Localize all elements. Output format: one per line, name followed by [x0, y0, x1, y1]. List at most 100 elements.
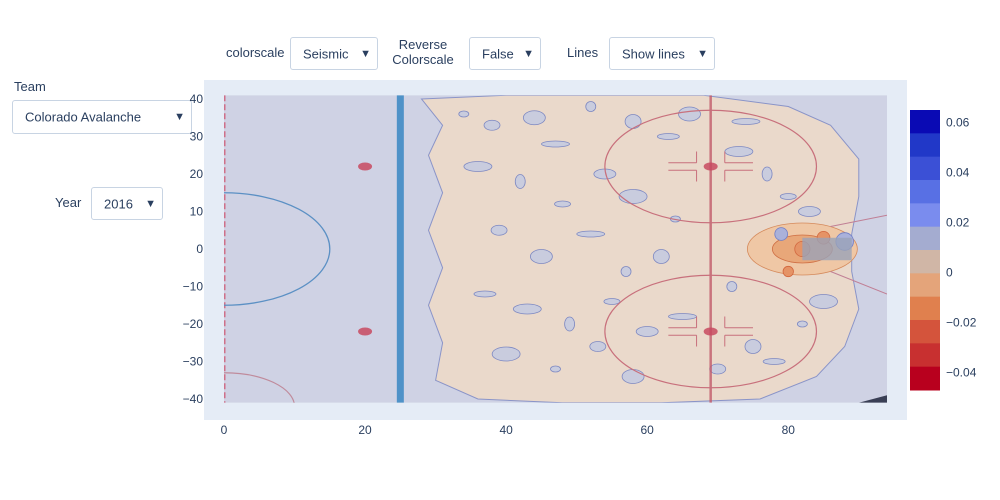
reverse-label-line2: Colorscale	[392, 52, 454, 67]
colorbar-segment	[910, 343, 940, 368]
lines-dropdown[interactable]: Show lines ▼	[609, 37, 715, 70]
y-tick-label: 20	[190, 167, 204, 181]
faceoff-dot	[358, 327, 373, 336]
lines-value: Show lines	[622, 46, 685, 61]
contour-pocket	[512, 303, 542, 315]
contour-pocket	[798, 206, 821, 217]
faceoff-circle	[604, 274, 818, 389]
colorbar-segment	[910, 250, 940, 274]
blue-line	[396, 95, 404, 403]
faceoff-dot	[703, 327, 718, 336]
contour-pocket	[731, 118, 761, 125]
hotspot-contour	[774, 227, 789, 241]
colorbar-tick-label: 0.02	[946, 216, 970, 230]
contour-pocket	[809, 294, 838, 309]
year-value: 2016	[104, 196, 133, 211]
contour-pocket	[550, 365, 561, 373]
contour-pocket	[621, 369, 645, 384]
colorbar-tick-label: −0.02	[946, 316, 977, 330]
contour-pocket	[618, 189, 648, 204]
goal-crease	[802, 237, 852, 261]
x-tick-label: 80	[782, 423, 796, 437]
faceoff-dot	[358, 162, 373, 171]
contour-pocket	[490, 224, 508, 236]
contour-pocket	[726, 281, 738, 292]
faceoff-circle	[604, 109, 818, 224]
y-tick-label: 0	[196, 242, 203, 256]
colorbar-segment	[910, 133, 940, 158]
corner-mark	[858, 395, 887, 403]
x-tick-label: 40	[499, 423, 513, 437]
contour-pocket	[514, 174, 526, 189]
colorscale-dropdown[interactable]: Seismic ▼	[290, 37, 378, 70]
contour-pocket	[620, 266, 632, 277]
contour-pocket	[589, 341, 607, 352]
contour-pocket	[779, 193, 797, 200]
team-dropdown[interactable]: Colorado Avalanche ▼	[12, 100, 192, 134]
colorbar-tick-label: 0.04	[946, 166, 970, 180]
x-tick-label: 20	[358, 423, 372, 437]
contour-pocket	[761, 166, 773, 182]
contour-pocket	[458, 110, 470, 118]
colorbar-segment	[910, 226, 940, 251]
y-tick-label: −20	[183, 317, 204, 331]
year-label: Year	[55, 195, 82, 210]
x-tick-label: 60	[641, 423, 655, 437]
chevron-down-icon: ▼	[360, 47, 371, 60]
density-region	[420, 95, 860, 403]
colorscale-value: Seismic	[303, 46, 349, 61]
contour-pocket	[576, 230, 606, 238]
boards-line	[830, 271, 887, 295]
y-tick-label: 40	[190, 92, 204, 106]
reverse-label-line1: Reverse	[398, 37, 448, 52]
colorbar-segment	[910, 203, 940, 228]
reverse-colorscale-label: Reverse Colorscale	[388, 37, 458, 67]
lines-label: Lines	[567, 45, 599, 60]
y-tick-label: −30	[183, 355, 204, 369]
colorbar-segment	[910, 180, 940, 204]
colorbar-segment	[910, 366, 940, 391]
contour-pocket	[744, 339, 762, 354]
chevron-down-icon: ▼	[174, 111, 185, 123]
y-tick-label: −10	[183, 280, 204, 294]
contour-pocket	[529, 249, 553, 264]
year-dropdown[interactable]: 2016 ▼	[91, 187, 163, 220]
plot-area	[224, 95, 887, 403]
colorbar-segment	[910, 296, 940, 321]
contour-pocket	[762, 358, 786, 365]
contour-pocket	[491, 346, 521, 362]
contour-pocket	[473, 290, 497, 298]
colorbar-segment	[910, 110, 940, 134]
colorbar-tick-label: 0.06	[946, 116, 970, 130]
contour-pocket	[656, 133, 680, 140]
contour-pocket	[603, 298, 621, 305]
contour-pocket	[483, 119, 501, 131]
boards-line	[830, 214, 887, 227]
reverse-value: False	[482, 46, 514, 61]
contour-pocket	[463, 161, 493, 172]
faceoff-dot	[703, 162, 718, 171]
center-circle	[224, 192, 331, 306]
chevron-down-icon: ▼	[523, 47, 534, 60]
contour-pocket	[709, 363, 727, 375]
chevron-down-icon: ▼	[697, 47, 708, 60]
y-tick-label: −40	[183, 392, 204, 406]
colorscale-label: colorscale	[226, 45, 285, 60]
y-tick-label: 10	[190, 205, 204, 219]
contour-pocket	[668, 313, 697, 320]
x-tick-label: 0	[221, 423, 228, 437]
chevron-down-icon: ▼	[145, 197, 156, 210]
team-value: Colorado Avalanche	[25, 109, 142, 125]
reverse-colorscale-dropdown[interactable]: False ▼	[469, 37, 541, 70]
contour-pocket	[585, 101, 597, 112]
contour-pocket	[796, 320, 808, 328]
colorbar-tick-label: 0	[946, 266, 953, 280]
contour-pocket	[554, 200, 571, 208]
contour-pocket	[624, 114, 642, 129]
colorbar-segment	[910, 156, 940, 181]
contour-pocket	[564, 316, 576, 332]
y-tick-label: 30	[190, 130, 204, 144]
team-label: Team	[14, 79, 46, 94]
contour-pocket	[652, 249, 670, 264]
